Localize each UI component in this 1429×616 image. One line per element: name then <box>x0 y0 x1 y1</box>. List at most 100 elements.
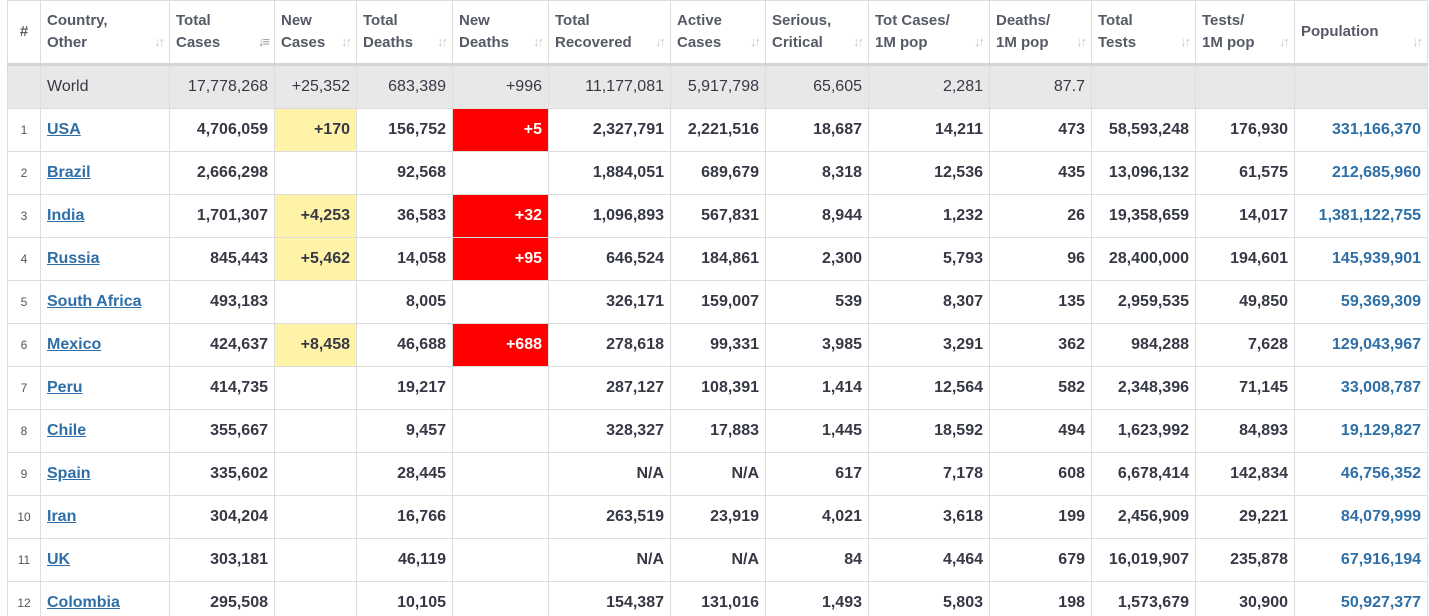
sort-arrows-icon[interactable]: ↓↑ <box>341 34 352 49</box>
table-row: 1 USA 4,706,059 +170 156,752 +5 2,327,791 2,221… <box>7 108 1428 152</box>
total-cases-cell: 295,508 <box>169 581 275 616</box>
total-tests-cell: 2,456,909 <box>1091 495 1196 539</box>
population-cell: 59,369,309 <box>1294 280 1428 324</box>
sort-arrows-icon[interactable]: ↓↑ <box>1412 34 1423 49</box>
total-recovered-cell: N/A <box>548 452 671 496</box>
header-serious-critical[interactable]: Serious, Critical ↓↑ <box>765 0 869 66</box>
sort-arrows-icon[interactable]: ↓↑ <box>655 34 666 49</box>
tot-cases-1m-cell: 2,281 <box>868 64 990 109</box>
serious-critical-cell: 1,445 <box>765 409 869 453</box>
country-link[interactable]: Russia <box>47 250 100 267</box>
country-link[interactable]: Mexico <box>47 336 102 353</box>
country-link[interactable]: Chile <box>47 422 87 439</box>
country-link[interactable]: South Africa <box>47 293 142 310</box>
total-deaths-cell: 16,766 <box>356 495 453 539</box>
header-total-recovered[interactable]: Total Recovered ↓↑ <box>548 0 671 66</box>
new-cases-cell: +4,253 <box>274 194 357 238</box>
header-new-deaths[interactable]: New Deaths ↓↑ <box>452 0 549 66</box>
country-link[interactable]: India <box>47 207 85 224</box>
country-link[interactable]: Iran <box>47 508 77 525</box>
header-deaths-1m[interactable]: Deaths/ 1M pop ↓↑ <box>989 0 1092 66</box>
country-link[interactable]: UK <box>47 551 71 568</box>
sort-arrows-icon[interactable]: ↓↑ <box>437 34 448 49</box>
new-deaths-cell <box>452 452 549 496</box>
header-tot-cases-1m[interactable]: Tot Cases/ 1M pop ↓↑ <box>868 0 990 66</box>
header-tot-cases-1m-label: Tot Cases/ 1M pop <box>875 12 950 51</box>
population-cell: 145,939,901 <box>1294 237 1428 281</box>
country-cell: Mexico <box>40 323 170 367</box>
table-row: 12 Colombia 295,508 10,105 154,387 131,016 1,4… <box>7 581 1428 616</box>
active-cases-cell: 184,861 <box>670 237 766 281</box>
header-serious-critical-label: Serious, Critical <box>772 12 832 51</box>
new-deaths-cell: +5 <box>452 108 549 152</box>
tests-1m-cell: 84,893 <box>1195 409 1295 453</box>
country-link[interactable]: Spain <box>47 465 91 482</box>
new-deaths-cell <box>452 581 549 616</box>
country-link[interactable]: Colombia <box>47 594 120 611</box>
total-deaths-cell: 36,583 <box>356 194 453 238</box>
header-country-label: Country, Other <box>47 12 108 51</box>
total-deaths-cell: 156,752 <box>356 108 453 152</box>
country-cell: Brazil <box>40 151 170 195</box>
tot-cases-1m-cell: 5,803 <box>868 581 990 616</box>
header-rank-label: # <box>19 23 29 40</box>
header-active-cases[interactable]: Active Cases ↓↑ <box>670 0 766 66</box>
table-row: 10 Iran 304,204 16,766 263,519 23,919 4,021 3,6… <box>7 495 1428 539</box>
total-recovered-cell: 328,327 <box>548 409 671 453</box>
total-recovered-cell: 154,387 <box>548 581 671 616</box>
active-cases-cell: 5,917,798 <box>670 64 766 109</box>
sort-arrows-icon[interactable]: ↓↑ <box>1076 34 1087 49</box>
rank-cell: 7 <box>7 366 41 410</box>
active-cases-cell: 2,221,516 <box>670 108 766 152</box>
total-tests-cell <box>1091 64 1196 109</box>
header-total-cases[interactable]: Total Cases ↓≡ <box>169 0 275 66</box>
header-tests-1m[interactable]: Tests/ 1M pop ↓↑ <box>1195 0 1295 66</box>
sort-arrows-icon[interactable]: ↓↑ <box>974 34 985 49</box>
tests-1m-cell: 235,878 <box>1195 538 1295 582</box>
total-tests-cell: 984,288 <box>1091 323 1196 367</box>
tests-1m-cell <box>1195 64 1295 109</box>
header-population[interactable]: Population ↓↑ <box>1294 0 1428 66</box>
active-cases-cell: N/A <box>670 452 766 496</box>
header-country[interactable]: Country, Other ↓↑ <box>40 0 170 66</box>
population-cell <box>1294 64 1428 109</box>
sort-arrows-icon[interactable]: ↓↑ <box>750 34 761 49</box>
rank-cell <box>7 64 41 109</box>
sort-arrows-icon[interactable]: ↓↑ <box>1180 34 1191 49</box>
sort-arrows-icon[interactable]: ↓↑ <box>533 34 544 49</box>
sort-arrows-icon[interactable]: ↓↑ <box>853 34 864 49</box>
deaths-1m-cell: 199 <box>989 495 1092 539</box>
rank-cell: 3 <box>7 194 41 238</box>
total-recovered-cell: 1,884,051 <box>548 151 671 195</box>
tot-cases-1m-cell: 3,291 <box>868 323 990 367</box>
header-total-tests[interactable]: Total Tests ↓↑ <box>1091 0 1196 66</box>
total-tests-cell: 19,358,659 <box>1091 194 1196 238</box>
sort-desc-icon[interactable]: ↓≡ <box>257 34 270 49</box>
new-deaths-cell <box>452 409 549 453</box>
table-row: 7 Peru 414,735 19,217 287,127 108,391 1,414 12,… <box>7 366 1428 410</box>
rank-cell: 11 <box>7 538 41 582</box>
serious-critical-cell: 617 <box>765 452 869 496</box>
deaths-1m-cell: 135 <box>989 280 1092 324</box>
serious-critical-cell: 2,300 <box>765 237 869 281</box>
total-recovered-cell: N/A <box>548 538 671 582</box>
country-cell: Spain <box>40 452 170 496</box>
new-cases-cell <box>274 280 357 324</box>
country-link[interactable]: Brazil <box>47 164 91 181</box>
serious-critical-cell: 4,021 <box>765 495 869 539</box>
country-link[interactable]: Peru <box>47 379 83 396</box>
new-deaths-cell <box>452 151 549 195</box>
header-active-cases-label: Active Cases <box>677 12 723 51</box>
header-new-cases[interactable]: New Cases ↓↑ <box>274 0 357 66</box>
new-deaths-cell: +688 <box>452 323 549 367</box>
table-row: 8 Chile 355,667 9,457 328,327 17,883 1,445 18,5… <box>7 409 1428 453</box>
header-total-deaths[interactable]: Total Deaths ↓↑ <box>356 0 453 66</box>
total-recovered-cell: 646,524 <box>548 237 671 281</box>
sort-arrows-icon[interactable]: ↓↑ <box>1279 34 1290 49</box>
country-link[interactable]: USA <box>47 121 81 138</box>
population-cell: 50,927,377 <box>1294 581 1428 616</box>
deaths-1m-cell: 362 <box>989 323 1092 367</box>
total-recovered-cell: 2,327,791 <box>548 108 671 152</box>
total-cases-cell: 493,183 <box>169 280 275 324</box>
sort-arrows-icon[interactable]: ↓↑ <box>154 34 165 49</box>
